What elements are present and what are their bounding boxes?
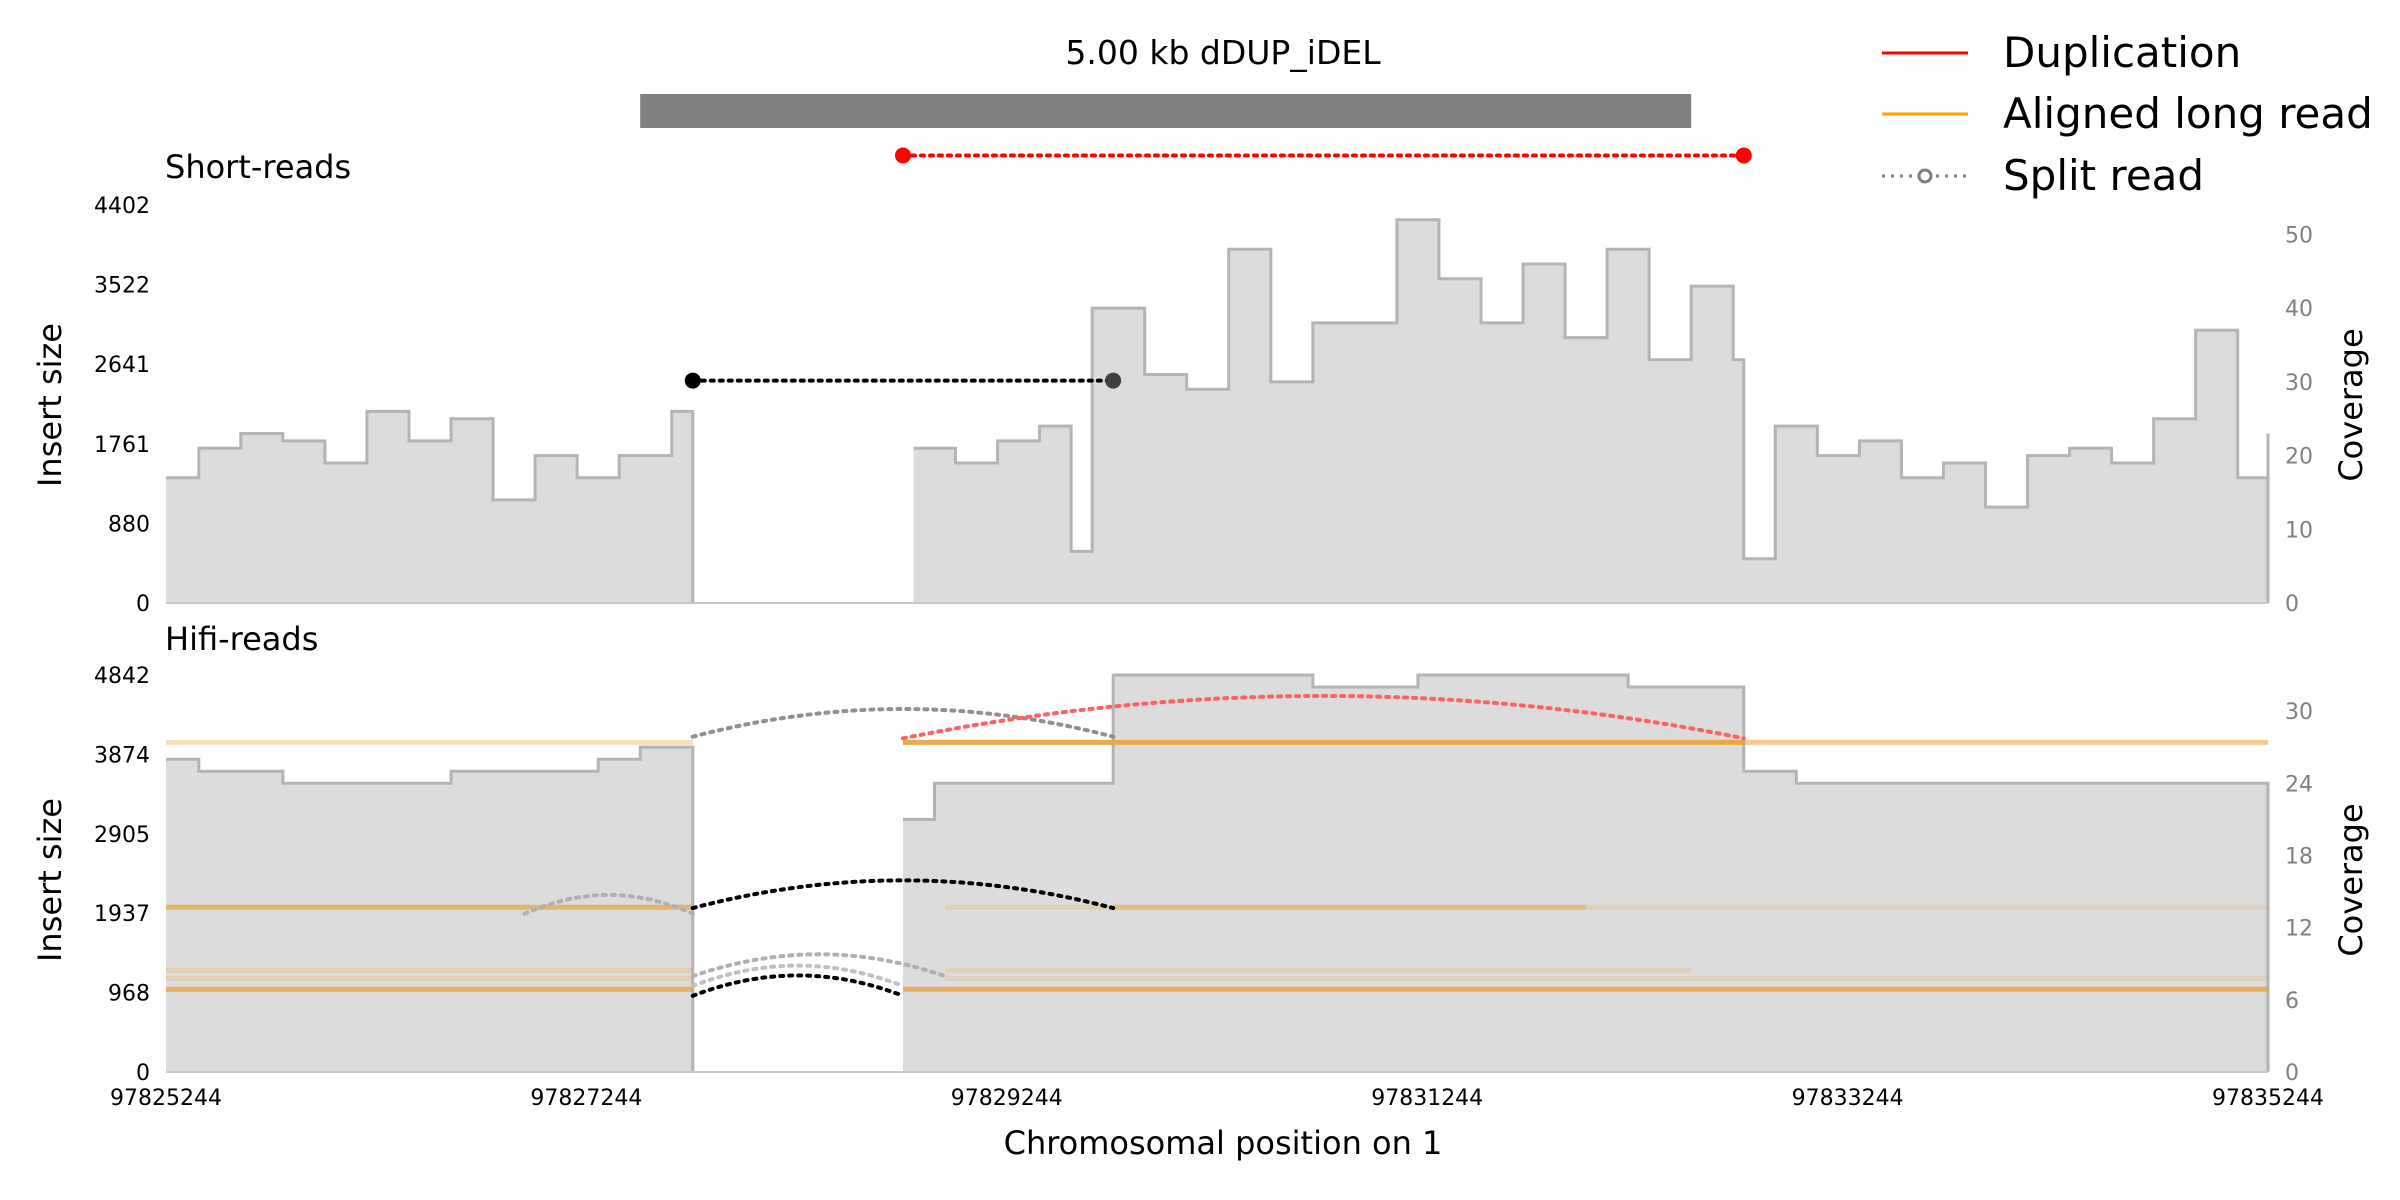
y-left-tick-label: 2905 — [94, 823, 150, 848]
split-read-breakpoint-start — [894, 147, 911, 164]
hifi-reads-y-right-label: Coverage — [2332, 803, 2370, 956]
y-left-tick-label: 4842 — [94, 664, 150, 689]
short-reads-y-left-ticks: 0 880 1761 2641 3522 4402 — [94, 194, 150, 617]
short-reads-coverage — [166, 218, 2270, 604]
y-left-tick-label: 2641 — [94, 353, 150, 378]
hifi-reads-y-left-ticks: 0 968 1937 2905 3874 4842 — [94, 664, 150, 1086]
y-left-tick-label: 3874 — [94, 743, 150, 768]
hifi-reads-y-right-ticks: 0 6 12 18 24 30 — [2285, 700, 2313, 1086]
short-reads-y-left-label: Insert size — [31, 323, 69, 487]
split-read-breakpoint-end — [1105, 372, 1122, 389]
coverage-outline-segment — [166, 409, 695, 603]
y-right-tick-label: 40 — [2285, 297, 2313, 322]
panel-title-short-reads: Short-reads — [165, 148, 351, 186]
short-reads-y-right-ticks: 0 10 20 30 40 50 — [2285, 223, 2313, 617]
split-read-arc — [900, 693, 1746, 741]
short-reads-panel: 0 880 1761 2641 3522 4402 0 10 20 30 40 50 — [94, 147, 2313, 617]
y-right-tick-label: 30 — [2285, 371, 2313, 396]
y-left-tick-label: 880 — [108, 512, 150, 537]
coverage-area-segment — [902, 675, 2268, 1072]
x-tick-label: 97835244 — [2212, 1086, 2324, 1111]
coverage-outline-segment — [913, 218, 2270, 603]
x-tick-label: 97827244 — [530, 1086, 642, 1111]
short-reads-split-reads — [684, 147, 1752, 389]
x-tick-label: 97829244 — [951, 1086, 1063, 1111]
split-read-arc — [690, 707, 1116, 739]
hifi-reads-coverage — [166, 673, 2270, 1073]
y-right-tick-label: 0 — [2285, 1061, 2299, 1086]
legend: Duplication Aligned long read Split read — [1882, 28, 2373, 200]
y-left-tick-label: 0 — [136, 1061, 150, 1086]
legend-aligned-long-read-label: Aligned long read — [2003, 89, 2373, 138]
y-right-tick-label: 10 — [2285, 518, 2313, 543]
coverage-area-segment — [166, 411, 693, 603]
coverage-outline-segment — [902, 673, 2270, 1072]
y-right-tick-label: 20 — [2285, 445, 2313, 470]
hifi-reads-panel: 0 968 1937 2905 3874 4842 0 6 12 18 24 30 — [94, 664, 2313, 1086]
sv-region-bar — [640, 94, 1692, 128]
y-left-tick-label: 1937 — [94, 902, 150, 927]
coverage-outline-segment — [166, 745, 695, 1072]
coverage-area-segment — [913, 219, 2268, 604]
chart-title: 5.00 kb dDUP_iDEL — [1065, 33, 1381, 72]
x-tick-label: 97831244 — [1371, 1086, 1483, 1111]
y-left-tick-label: 968 — [108, 982, 150, 1007]
legend-split-read-marker — [1917, 168, 1933, 184]
x-tick-label: 97825244 — [110, 1086, 222, 1111]
split-read-breakpoint-end — [1735, 147, 1752, 164]
y-right-tick-label: 6 — [2285, 989, 2299, 1014]
x-tick-label: 97833244 — [1792, 1086, 1904, 1111]
y-right-tick-label: 18 — [2285, 844, 2313, 869]
split-read-breakpoint-start — [684, 372, 701, 389]
hifi-reads-aligned-reads — [166, 739, 2268, 992]
y-right-tick-label: 50 — [2285, 223, 2313, 248]
legend-duplication-label: Duplication — [2003, 28, 2241, 77]
x-axis-ticks: 97825244 97827244 97829244 97831244 97833244… — [110, 1086, 2324, 1111]
split-read-arc — [690, 952, 948, 979]
panel-title-hifi-reads: Hifi-reads — [165, 620, 318, 658]
y-right-tick-label: 30 — [2285, 700, 2313, 725]
split-read-arc — [690, 973, 905, 998]
y-right-tick-label: 24 — [2285, 772, 2313, 797]
split-read-arc — [522, 892, 695, 916]
y-right-tick-label: 0 — [2285, 592, 2299, 617]
split-read-arc — [690, 878, 1116, 911]
y-left-tick-label: 4402 — [94, 194, 150, 219]
split-read-arc — [690, 963, 905, 988]
x-axis-label: Chromosomal position on 1 — [1004, 1124, 1443, 1162]
y-left-tick-label: 1761 — [94, 433, 150, 458]
legend-split-read-label: Split read — [2003, 151, 2204, 200]
y-left-tick-label: 0 — [136, 592, 150, 617]
y-left-tick-label: 3522 — [94, 274, 150, 299]
hifi-reads-y-left-label: Insert size — [31, 798, 69, 962]
y-right-tick-label: 12 — [2285, 917, 2313, 942]
short-reads-y-right-label: Coverage — [2332, 328, 2370, 481]
hifi-reads-split-reads — [522, 693, 1746, 998]
